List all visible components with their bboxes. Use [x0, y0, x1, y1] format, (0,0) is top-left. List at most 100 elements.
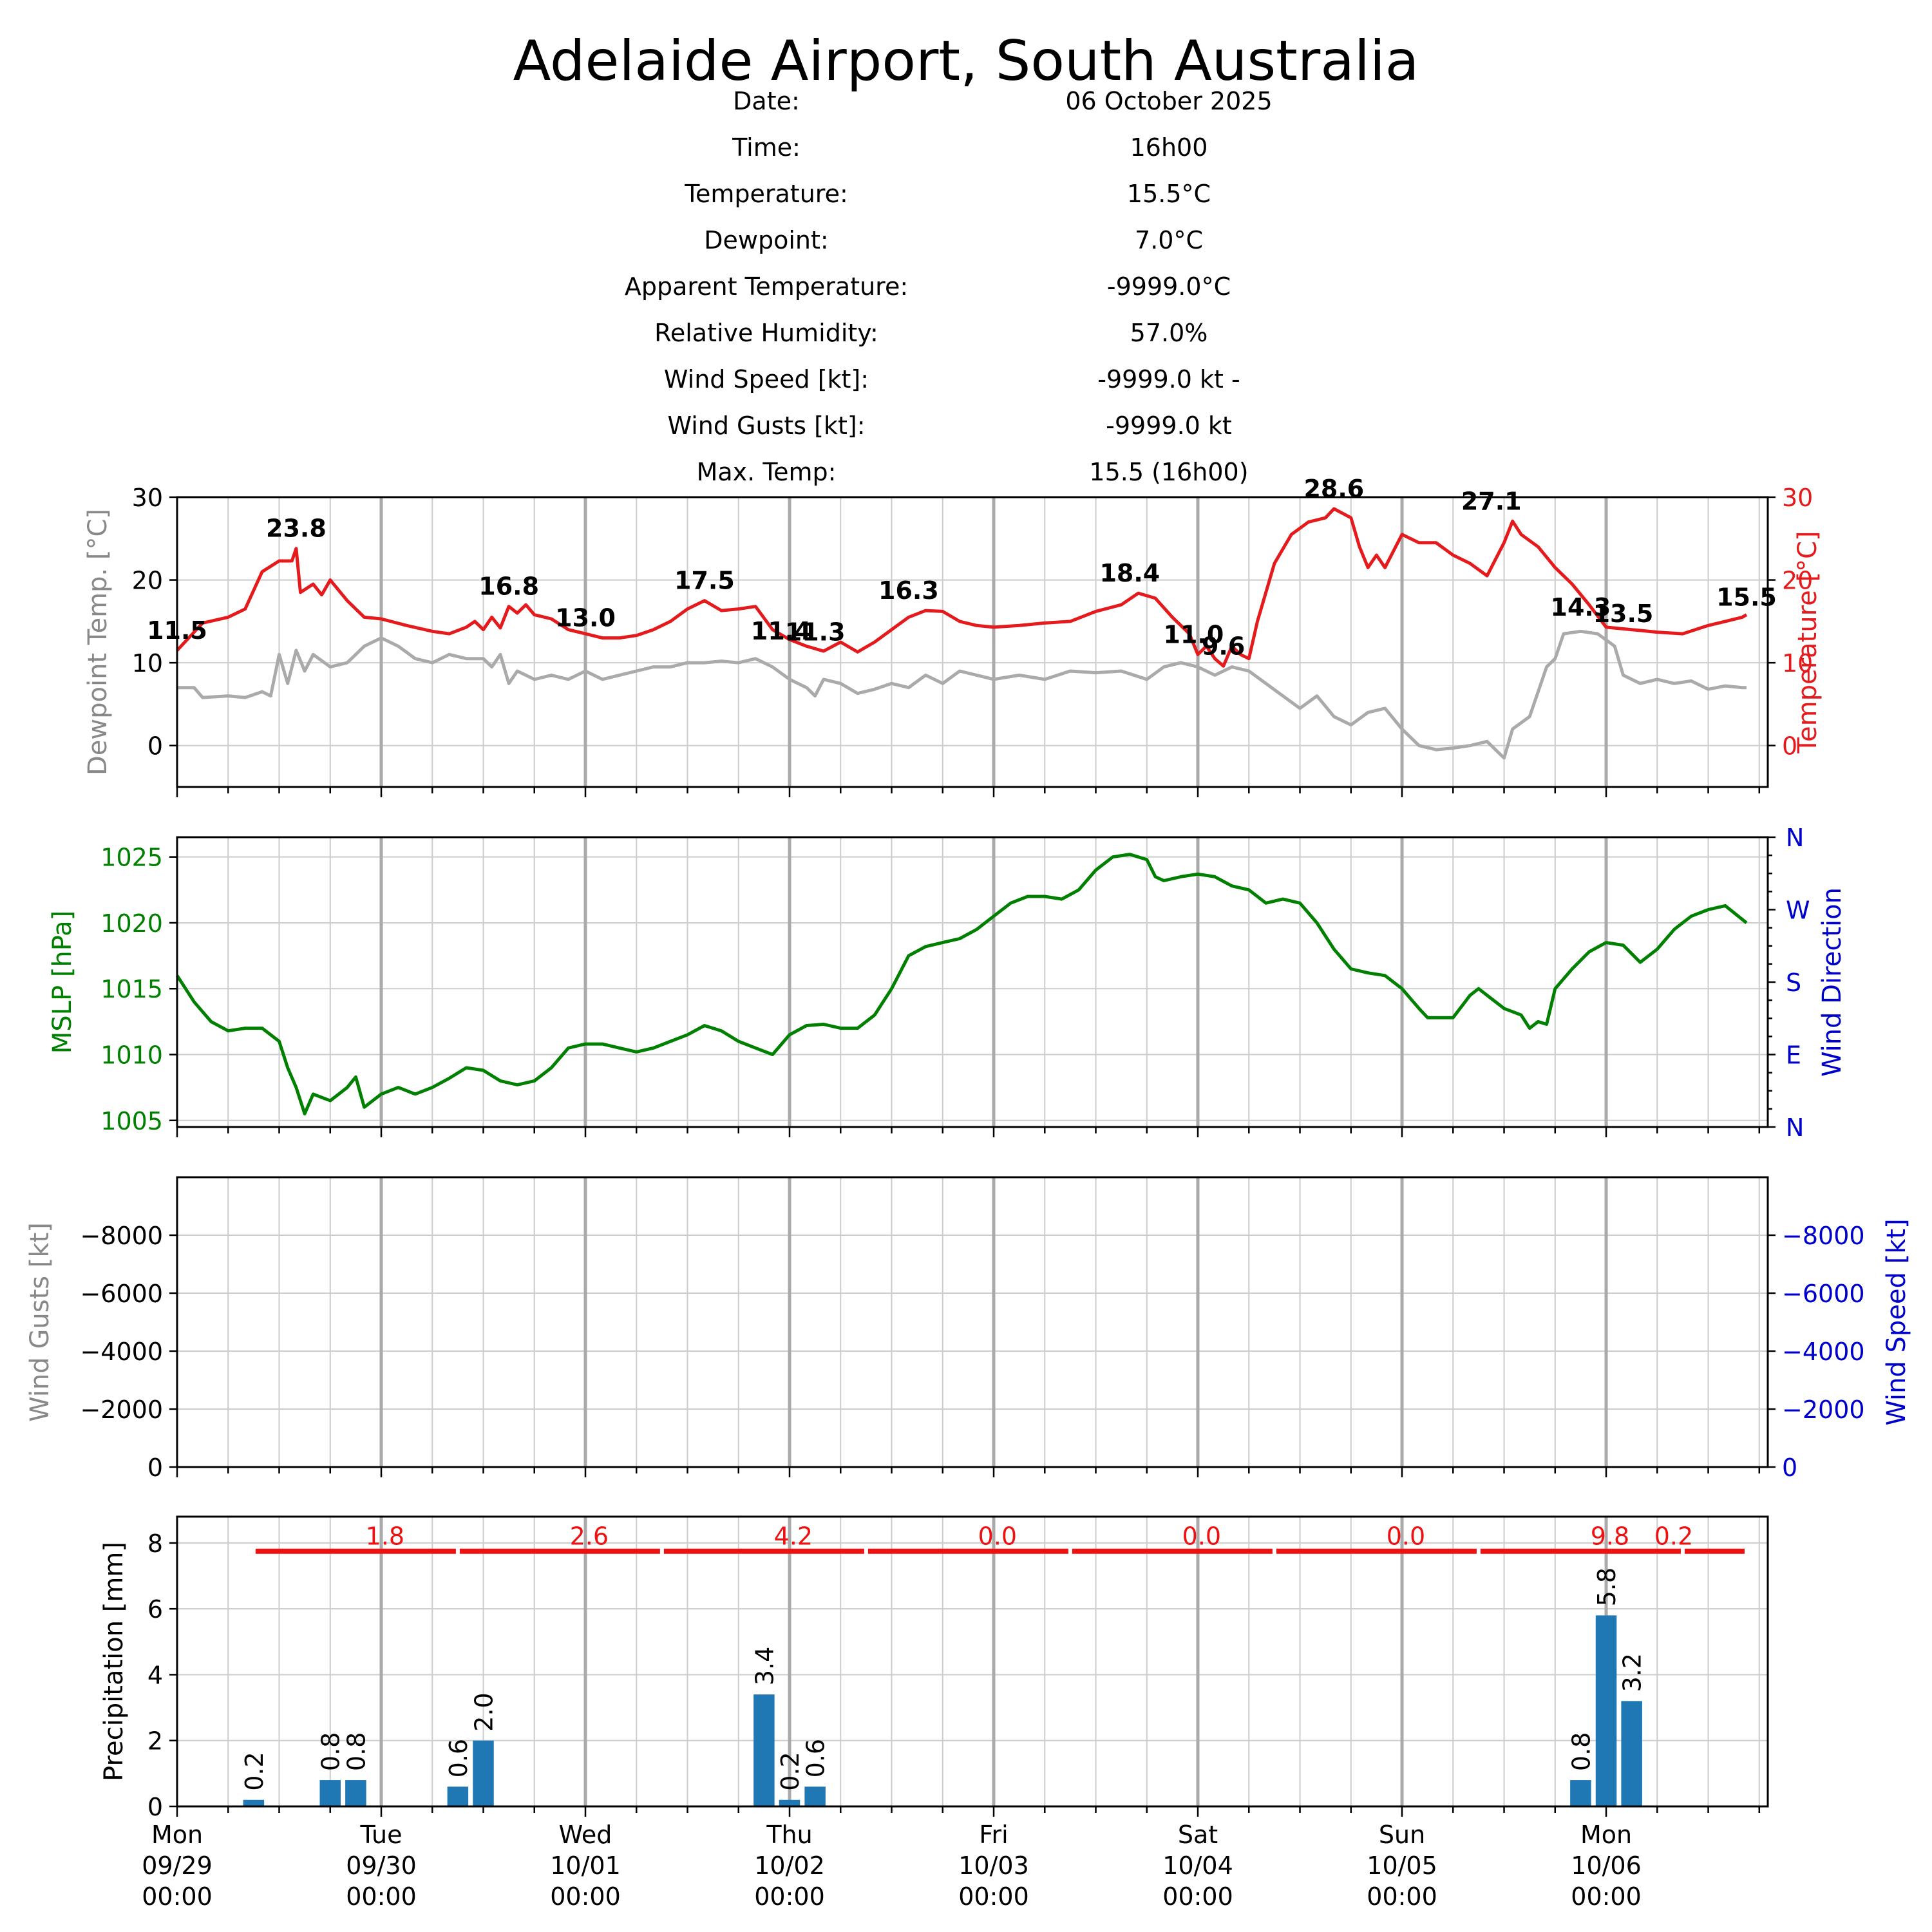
temperature-annotation: 11.0: [1164, 620, 1224, 649]
precip-bar-label: 0.2: [776, 1752, 804, 1790]
x-tick-time: 00:00: [1162, 1882, 1233, 1911]
info-label: Date:: [733, 87, 800, 115]
x-tick-day: Sat: [1178, 1821, 1218, 1849]
info-value: 7.0°C: [1135, 226, 1203, 254]
daily-total-label: 2.6: [570, 1522, 609, 1551]
wind-direction-tick: S: [1786, 969, 1801, 997]
y-tick-label: 0: [147, 1454, 163, 1482]
precip-bar-label: 0.6: [444, 1739, 473, 1777]
y-tick-label: 8: [147, 1530, 163, 1558]
temperature-annotation: 28.6: [1303, 475, 1364, 503]
x-tick-day: Tue: [360, 1821, 402, 1849]
info-label: Relative Humidity:: [654, 319, 878, 347]
y-tick-label: 20: [1782, 567, 1813, 595]
chart-title: Adelaide Airport, South Australia: [513, 29, 1419, 93]
x-tick-date: 09/30: [346, 1852, 417, 1880]
wind-speed-axis-label: Wind Speed [kt]: [1882, 1218, 1911, 1425]
x-tick-day: Mon: [151, 1821, 203, 1849]
precip-bar-label: 3.2: [1618, 1653, 1647, 1692]
info-value: 57.0%: [1130, 319, 1208, 347]
precip-axis-label: Precipitation [mm]: [99, 1542, 129, 1781]
panel-frame: [176, 1176, 1769, 1468]
precip-bar-label: 0.2: [240, 1752, 269, 1790]
info-value: -9999.0°C: [1106, 272, 1231, 301]
x-tick-day: Wed: [559, 1821, 612, 1849]
y-tick-label: 0: [1782, 1454, 1797, 1482]
x-tick-time: 00:00: [754, 1882, 825, 1911]
y-tick-label: −2000: [80, 1396, 163, 1424]
temperature-annotation: 9.6: [1202, 632, 1245, 660]
precip-bar: [1621, 1701, 1642, 1806]
precip-bar-label: 5.8: [1593, 1567, 1621, 1606]
precip-bar: [243, 1799, 265, 1806]
wind-direction-tick: N: [1786, 824, 1804, 852]
y-tick-label: 10: [132, 649, 163, 677]
y-tick-label: 6: [147, 1595, 163, 1624]
info-label: Time:: [732, 133, 800, 162]
y-tick-label: 4: [147, 1661, 163, 1689]
panel-frame: [176, 836, 1769, 1128]
temperature-annotation: 11.3: [785, 618, 846, 646]
info-value: 15.5 (16h00): [1089, 458, 1249, 486]
x-tick-time: 00:00: [1367, 1882, 1437, 1911]
precip-bar-label: 0.8: [342, 1732, 370, 1771]
daily-total-label: 0.2: [1654, 1522, 1693, 1551]
x-tick-time: 00:00: [958, 1882, 1029, 1911]
info-value: 16h00: [1130, 133, 1208, 162]
x-tick-date: 10/04: [1162, 1852, 1233, 1880]
info-value: -9999.0 kt -: [1097, 365, 1240, 393]
x-tick-time: 00:00: [1571, 1882, 1642, 1911]
wind-direction-tick: N: [1786, 1113, 1804, 1142]
temperature-annotation: 23.8: [266, 515, 327, 543]
precip-bar: [345, 1780, 366, 1806]
temperature-annotation: 11.5: [147, 616, 207, 645]
precip-bar-label: 0.8: [1567, 1732, 1595, 1771]
wind-gusts-axis-label: Wind Gusts [kt]: [25, 1222, 55, 1422]
y-tick-label: 30: [132, 484, 163, 512]
y-tick-label: 1025: [100, 844, 163, 872]
y-tick-label: 1005: [100, 1107, 163, 1135]
x-tick-date: 10/02: [754, 1852, 825, 1880]
x-tick-date: 10/06: [1571, 1852, 1642, 1880]
x-tick-date: 10/01: [550, 1852, 621, 1880]
info-label: Temperature:: [685, 180, 848, 208]
y-tick-label: 0: [1782, 732, 1797, 761]
precip-bar: [319, 1780, 341, 1806]
temperature-annotation: 17.5: [674, 567, 735, 595]
panel-frame: [176, 1515, 1769, 1808]
temperature-axis-label: Temperature [°C]: [1793, 531, 1823, 753]
precip-bar: [1595, 1615, 1617, 1806]
temperature-annotation: 18.4: [1099, 559, 1160, 587]
precip-bar: [447, 1786, 469, 1806]
precip-bar: [473, 1740, 494, 1806]
y-tick-label: −8000: [1782, 1222, 1865, 1250]
y-tick-label: −8000: [80, 1222, 163, 1250]
info-label: Wind Speed [kt]:: [663, 365, 869, 393]
wind-direction-tick: W: [1786, 896, 1810, 925]
y-tick-label: −6000: [1782, 1280, 1865, 1308]
x-tick-time: 00:00: [346, 1882, 417, 1911]
info-label: Max. Temp:: [696, 458, 837, 486]
dewpoint-line: [177, 629, 1747, 760]
daily-total-label: 0.0: [978, 1522, 1017, 1551]
wind-direction-tick: E: [1786, 1041, 1801, 1070]
daily-total-label: 4.2: [774, 1522, 813, 1551]
temperature-annotation: 16.8: [478, 573, 539, 601]
daily-total-label: 9.8: [1591, 1522, 1629, 1551]
temperature-annotation: 27.1: [1461, 487, 1522, 515]
y-tick-label: −4000: [80, 1338, 163, 1366]
precip-bar-label: 3.4: [750, 1647, 779, 1685]
x-tick-time: 00:00: [142, 1882, 213, 1911]
panel-frame: [176, 496, 1769, 788]
temperature-annotation: 13.5: [1593, 600, 1654, 628]
mslp-line: [175, 853, 1748, 1115]
x-tick-day: Mon: [1580, 1821, 1632, 1849]
y-tick-label: −2000: [1782, 1396, 1865, 1424]
daily-total-label: 0.0: [1387, 1522, 1425, 1551]
precip-bar: [804, 1786, 826, 1806]
info-value: 15.5°C: [1126, 180, 1211, 208]
y-tick-label: 1020: [100, 909, 163, 938]
info-value: -9999.0 kt: [1106, 412, 1232, 440]
y-tick-label: −4000: [1782, 1338, 1865, 1366]
